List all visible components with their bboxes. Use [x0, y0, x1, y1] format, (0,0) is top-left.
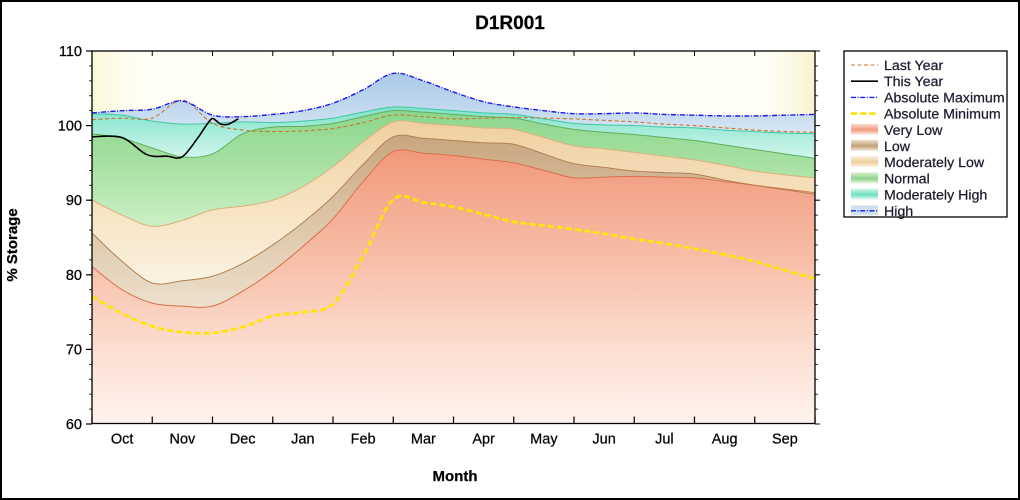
- svg-text:Sep: Sep: [772, 432, 798, 448]
- svg-text:110: 110: [59, 44, 82, 60]
- svg-text:70: 70: [66, 342, 82, 358]
- svg-text:This Year: This Year: [884, 74, 943, 90]
- svg-text:Absolute Minimum: Absolute Minimum: [884, 107, 1001, 123]
- svg-text:Moderately Low: Moderately Low: [884, 155, 985, 171]
- svg-text:Aug: Aug: [712, 432, 738, 448]
- svg-text:80: 80: [66, 268, 82, 284]
- svg-text:Apr: Apr: [472, 432, 495, 448]
- svg-text:Low: Low: [884, 139, 911, 155]
- svg-text:Last Year: Last Year: [884, 58, 943, 74]
- svg-text:Mar: Mar: [411, 432, 436, 448]
- svg-text:High: High: [884, 204, 913, 220]
- svg-text:Jan: Jan: [291, 432, 314, 448]
- svg-text:May: May: [530, 432, 558, 448]
- svg-text:Jul: Jul: [655, 432, 674, 448]
- svg-text:100: 100: [58, 119, 82, 135]
- svg-text:Moderately High: Moderately High: [884, 188, 987, 204]
- svg-text:Month: Month: [433, 468, 478, 485]
- svg-text:Absolute Maximum: Absolute Maximum: [884, 90, 1005, 106]
- svg-text:Feb: Feb: [351, 432, 376, 448]
- svg-text:Jun: Jun: [592, 432, 615, 448]
- svg-text:Nov: Nov: [169, 432, 196, 448]
- svg-text:90: 90: [66, 193, 82, 209]
- svg-text:Oct: Oct: [111, 432, 134, 448]
- svg-text:Very Low: Very Low: [884, 123, 943, 139]
- svg-text:Normal: Normal: [884, 171, 930, 187]
- svg-text:60: 60: [66, 417, 82, 433]
- svg-text:% Storage: % Storage: [4, 208, 21, 281]
- svg-text:Dec: Dec: [230, 432, 256, 448]
- svg-text:D1R001: D1R001: [475, 13, 545, 34]
